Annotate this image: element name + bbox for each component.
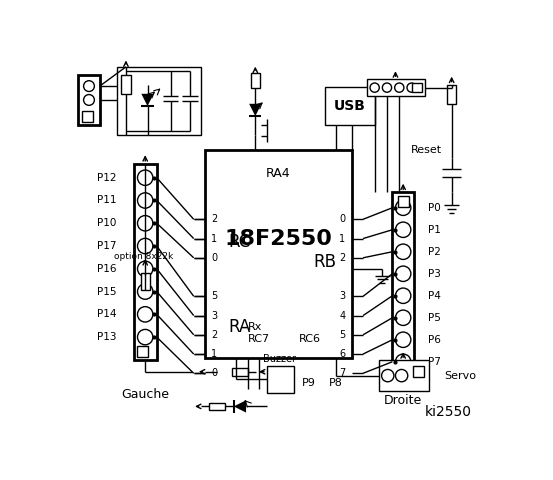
Circle shape xyxy=(138,284,153,299)
Bar xyxy=(378,360,429,391)
Text: 2: 2 xyxy=(211,214,218,224)
Polygon shape xyxy=(249,104,262,116)
Circle shape xyxy=(138,239,153,254)
Circle shape xyxy=(395,266,411,281)
Circle shape xyxy=(395,288,411,303)
Circle shape xyxy=(382,83,392,92)
Text: 5: 5 xyxy=(339,330,346,340)
Bar xyxy=(267,366,294,393)
Bar xyxy=(413,83,421,92)
Text: P12: P12 xyxy=(97,173,117,183)
Text: P10: P10 xyxy=(97,218,117,228)
Text: P16: P16 xyxy=(97,264,117,274)
Circle shape xyxy=(138,329,153,345)
Text: option 8x22k: option 8x22k xyxy=(114,252,173,261)
Circle shape xyxy=(407,83,416,92)
Text: 0: 0 xyxy=(211,253,217,263)
Text: 1: 1 xyxy=(211,349,217,359)
Text: P4: P4 xyxy=(428,291,441,301)
Bar xyxy=(82,111,93,121)
Text: 18F2550: 18F2550 xyxy=(225,228,332,249)
Text: P17: P17 xyxy=(97,241,117,251)
Circle shape xyxy=(138,216,153,231)
Text: P3: P3 xyxy=(428,269,441,279)
Bar xyxy=(393,192,414,377)
Circle shape xyxy=(395,244,411,260)
Bar xyxy=(117,67,201,134)
Text: 0: 0 xyxy=(339,214,346,224)
Circle shape xyxy=(138,261,153,276)
Bar xyxy=(325,87,375,125)
Circle shape xyxy=(370,83,379,92)
Bar xyxy=(367,79,425,96)
Text: P6: P6 xyxy=(428,335,441,345)
Text: P9: P9 xyxy=(302,378,316,387)
Text: Gauche: Gauche xyxy=(121,388,169,401)
Bar xyxy=(134,164,156,360)
Text: Rx: Rx xyxy=(248,322,262,332)
Bar xyxy=(447,84,456,104)
Text: 1: 1 xyxy=(339,234,346,243)
Text: 0: 0 xyxy=(211,368,217,378)
Circle shape xyxy=(395,354,411,370)
Text: P11: P11 xyxy=(97,195,117,205)
Text: USB: USB xyxy=(333,99,365,113)
Text: Buzzer: Buzzer xyxy=(263,354,296,364)
Text: RB: RB xyxy=(313,252,336,271)
Text: RC7: RC7 xyxy=(248,334,270,344)
Text: 2: 2 xyxy=(339,253,346,263)
Circle shape xyxy=(382,370,394,382)
Circle shape xyxy=(138,170,153,185)
Text: P1: P1 xyxy=(428,225,441,235)
Text: 2: 2 xyxy=(211,330,218,340)
Text: P13: P13 xyxy=(97,332,117,342)
Text: 1: 1 xyxy=(211,234,217,243)
Text: P7: P7 xyxy=(428,357,441,367)
Bar xyxy=(121,74,131,94)
Text: 3: 3 xyxy=(339,291,346,301)
Circle shape xyxy=(395,370,408,382)
Circle shape xyxy=(395,310,411,325)
Text: 3: 3 xyxy=(211,311,217,321)
Circle shape xyxy=(84,81,95,92)
Text: ki2550: ki2550 xyxy=(424,405,471,419)
Text: Droite: Droite xyxy=(384,394,422,407)
Text: P8: P8 xyxy=(329,378,343,387)
Circle shape xyxy=(395,200,411,216)
Text: P5: P5 xyxy=(428,313,441,323)
Text: P15: P15 xyxy=(97,287,117,297)
Text: 4: 4 xyxy=(339,311,346,321)
Text: 6: 6 xyxy=(339,349,346,359)
Bar xyxy=(413,366,424,377)
Text: RC6: RC6 xyxy=(299,334,321,344)
Polygon shape xyxy=(142,94,154,106)
Text: RA: RA xyxy=(229,318,251,336)
Text: 7: 7 xyxy=(339,368,346,378)
Bar xyxy=(138,347,148,357)
Text: Servo: Servo xyxy=(444,371,476,381)
Bar xyxy=(140,273,150,290)
Bar xyxy=(232,368,248,376)
Circle shape xyxy=(395,222,411,238)
Bar xyxy=(205,150,352,358)
Text: RC: RC xyxy=(229,233,251,252)
Circle shape xyxy=(395,83,404,92)
Circle shape xyxy=(138,193,153,208)
Bar xyxy=(251,73,260,88)
Text: P14: P14 xyxy=(97,309,117,319)
Bar xyxy=(78,74,100,125)
Text: Reset: Reset xyxy=(411,145,442,155)
Bar xyxy=(398,196,409,207)
Circle shape xyxy=(395,332,411,348)
Bar xyxy=(209,403,225,410)
Text: P0: P0 xyxy=(428,203,441,213)
Text: RA4: RA4 xyxy=(266,167,291,180)
Circle shape xyxy=(138,307,153,322)
Text: 5: 5 xyxy=(211,291,218,301)
Circle shape xyxy=(84,95,95,105)
Polygon shape xyxy=(234,400,246,413)
Text: P2: P2 xyxy=(428,247,441,257)
